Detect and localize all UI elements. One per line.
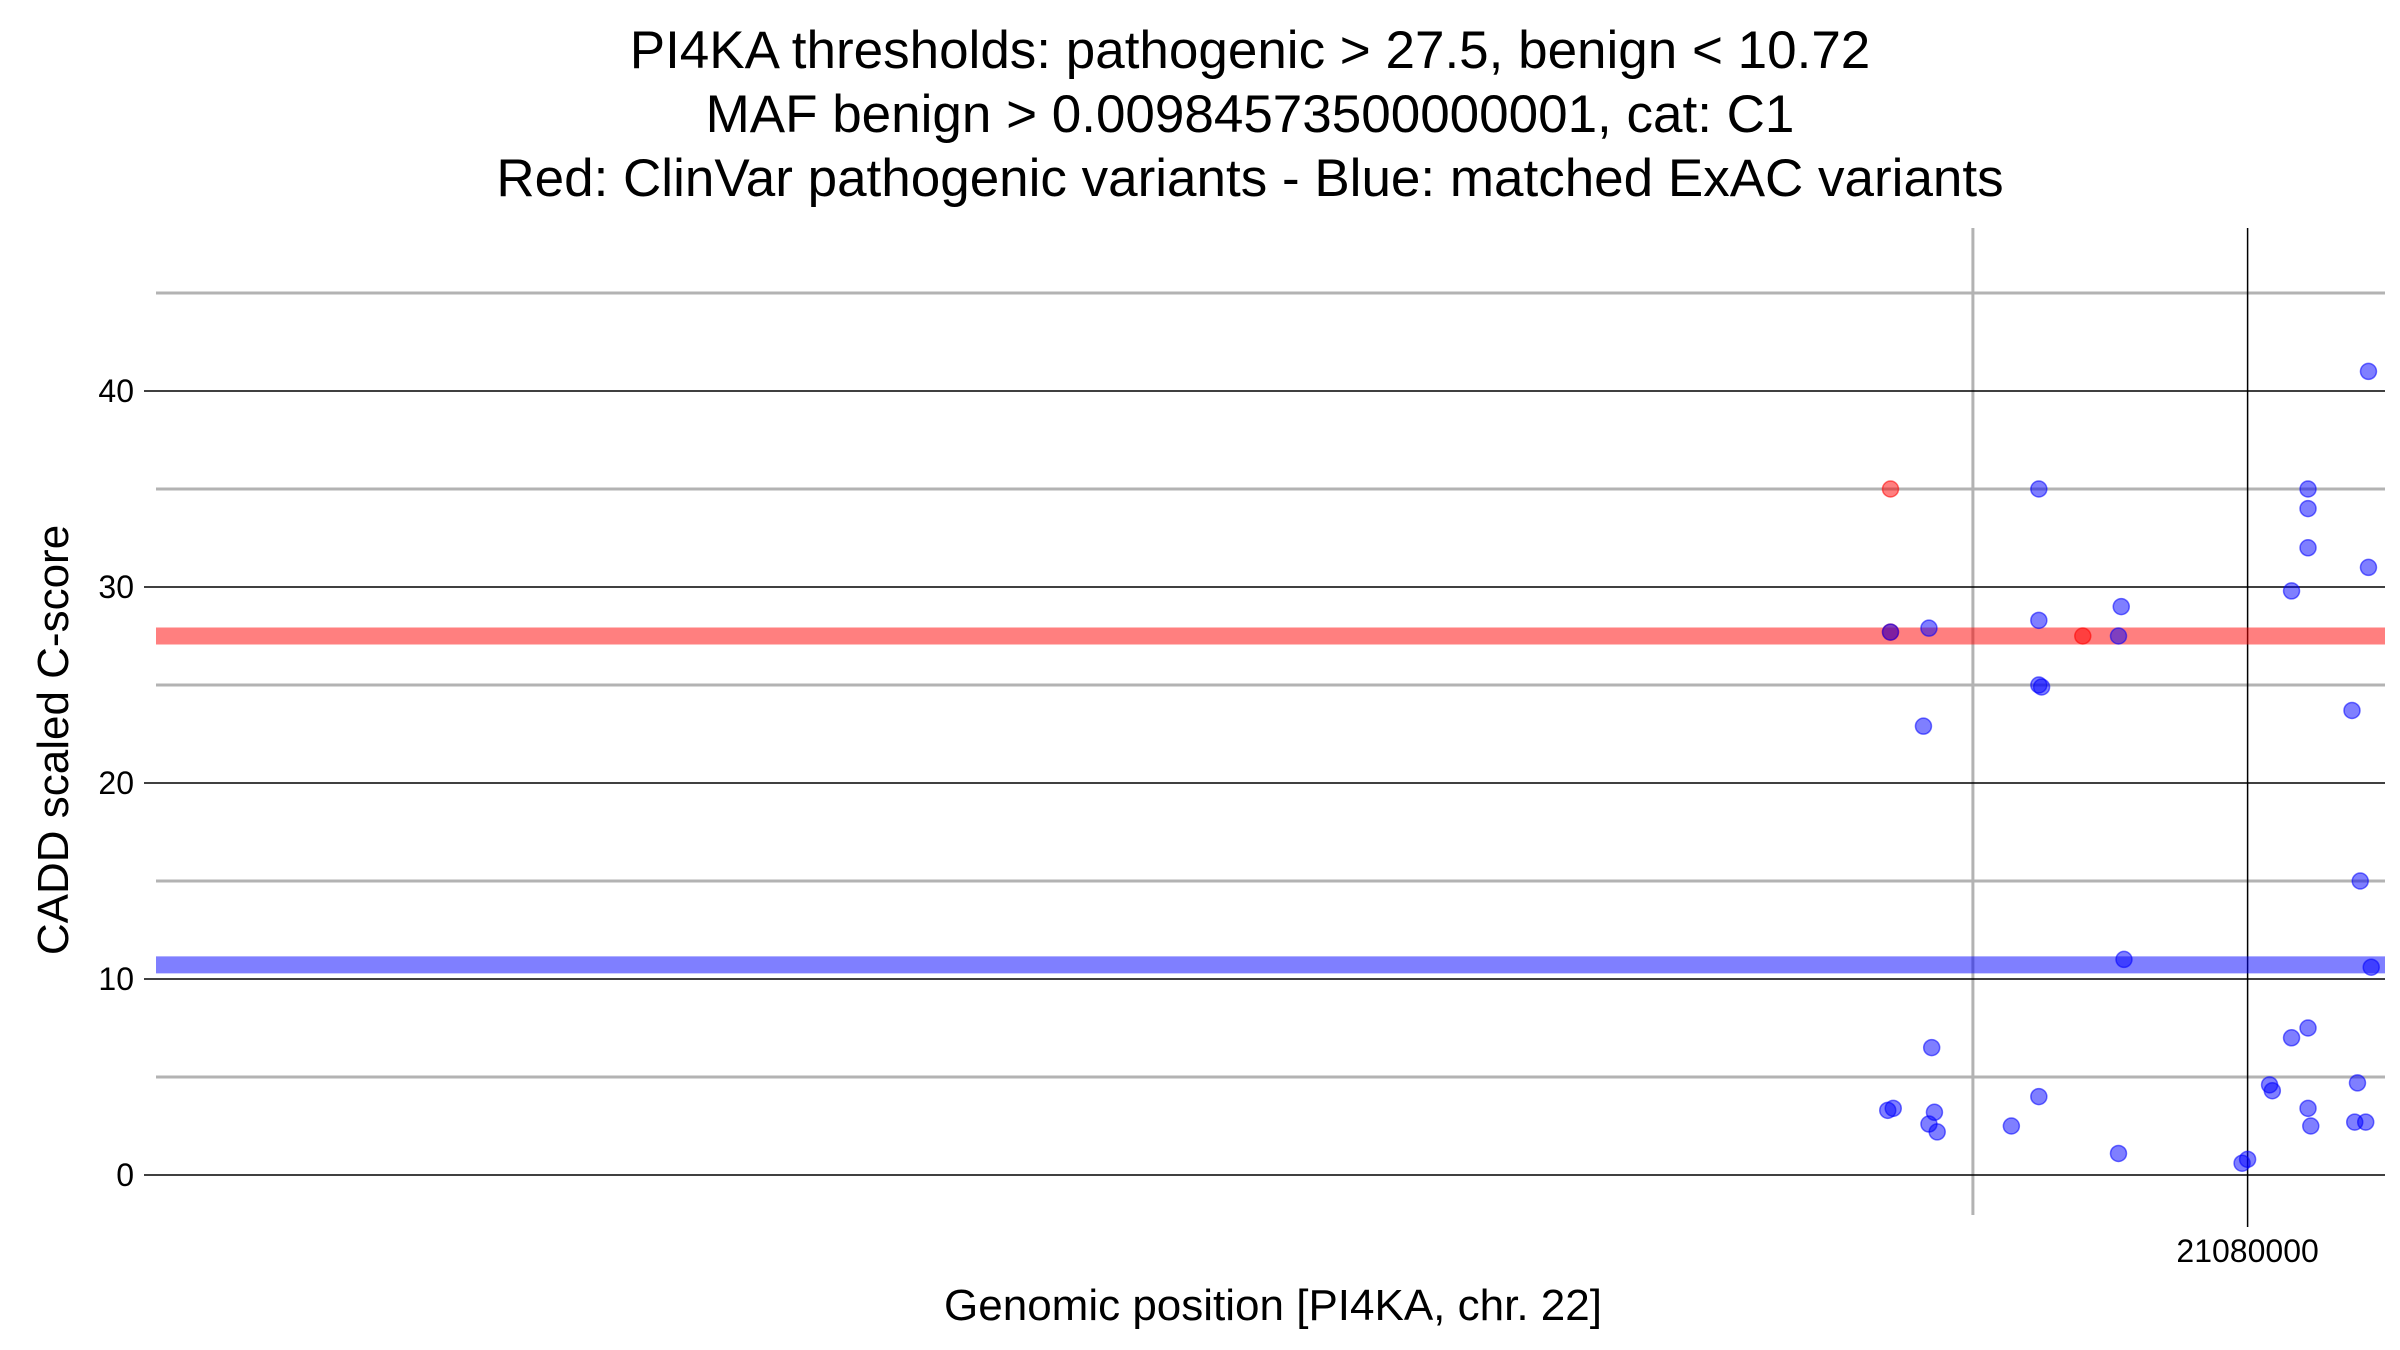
data-point — [2030, 480, 2048, 498]
y-axis-title: CADD scaled C-score — [29, 525, 78, 955]
minor-grid — [156, 228, 2385, 1215]
data-point — [2282, 582, 2301, 600]
data-point — [1914, 717, 1933, 735]
data-point — [2362, 958, 2380, 976]
data-point — [2002, 1117, 2021, 1135]
data-point — [2351, 872, 2369, 890]
y-axis-ticks: 0 10 20 30 40 — [98, 373, 156, 1193]
data-point — [1922, 1038, 1941, 1057]
y-tick-label: 10 — [98, 961, 134, 997]
data-point — [1881, 480, 1900, 498]
data-point — [2299, 539, 2317, 557]
data-point — [2299, 480, 2317, 498]
data-point — [2112, 597, 2130, 616]
data-point — [2302, 1117, 2320, 1135]
major-grid — [156, 228, 2385, 1215]
data-point — [2299, 1019, 2317, 1037]
data-point — [1925, 1103, 1944, 1122]
x-tick-label: 21080000 — [2176, 1233, 2318, 1269]
x-axis-title: Genomic position [PI4KA, chr. 22] — [944, 1281, 1602, 1330]
chart-title-line-3: Red: ClinVar pathogenic variants - Blue:… — [496, 149, 2003, 208]
y-tick-label: 20 — [98, 765, 134, 801]
data-point — [2030, 611, 2048, 630]
data-point — [2299, 1099, 2317, 1118]
data-point — [1928, 1123, 1946, 1141]
data-point — [2074, 627, 2092, 645]
data-point — [2356, 1113, 2375, 1131]
data-point — [2115, 950, 2133, 969]
data-point — [1884, 1099, 1902, 1118]
data-point — [1881, 623, 1900, 641]
data-point — [2299, 499, 2317, 518]
data-point — [2359, 558, 2378, 577]
threshold-lines — [156, 627, 2385, 974]
data-point — [2109, 627, 2128, 645]
data-point — [2282, 1029, 2301, 1047]
y-tick-label: 30 — [98, 569, 134, 605]
data-point — [2348, 1074, 2367, 1092]
data-point — [2238, 1150, 2257, 1169]
y-tick-label: 40 — [98, 373, 134, 409]
data-point — [2109, 1144, 2128, 1163]
data-point — [2030, 1087, 2048, 1106]
data-points — [1878, 362, 2380, 1172]
data-point — [2032, 678, 2051, 696]
y-tick-label: 0 — [116, 1157, 134, 1193]
chart-title-line-1: PI4KA thresholds: pathogenic > 27.5, ben… — [630, 21, 1871, 80]
data-point — [1920, 619, 1938, 637]
x-axis-ticks: 21080000211000002112000021140000 — [2176, 1215, 2319, 1269]
data-point — [2263, 1081, 2282, 1100]
data-point — [2343, 701, 2361, 720]
data-point — [2359, 362, 2378, 381]
chart-title-line-2: MAF benign > 0.00984573500000001, cat: C… — [706, 85, 1795, 144]
